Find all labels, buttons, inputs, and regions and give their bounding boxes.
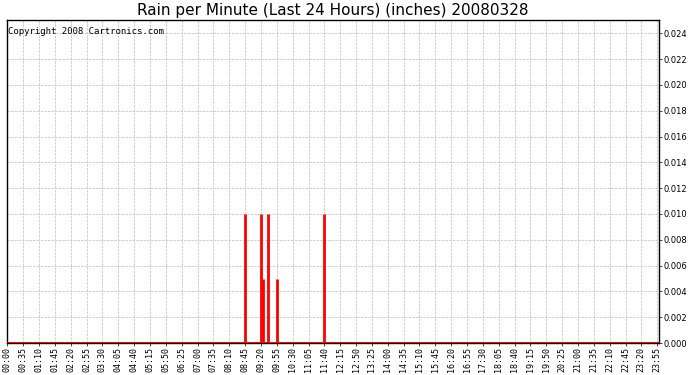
Title: Rain per Minute (Last 24 Hours) (inches) 20080328: Rain per Minute (Last 24 Hours) (inches)… (137, 3, 529, 18)
Text: Copyright 2008 Cartronics.com: Copyright 2008 Cartronics.com (8, 27, 164, 36)
